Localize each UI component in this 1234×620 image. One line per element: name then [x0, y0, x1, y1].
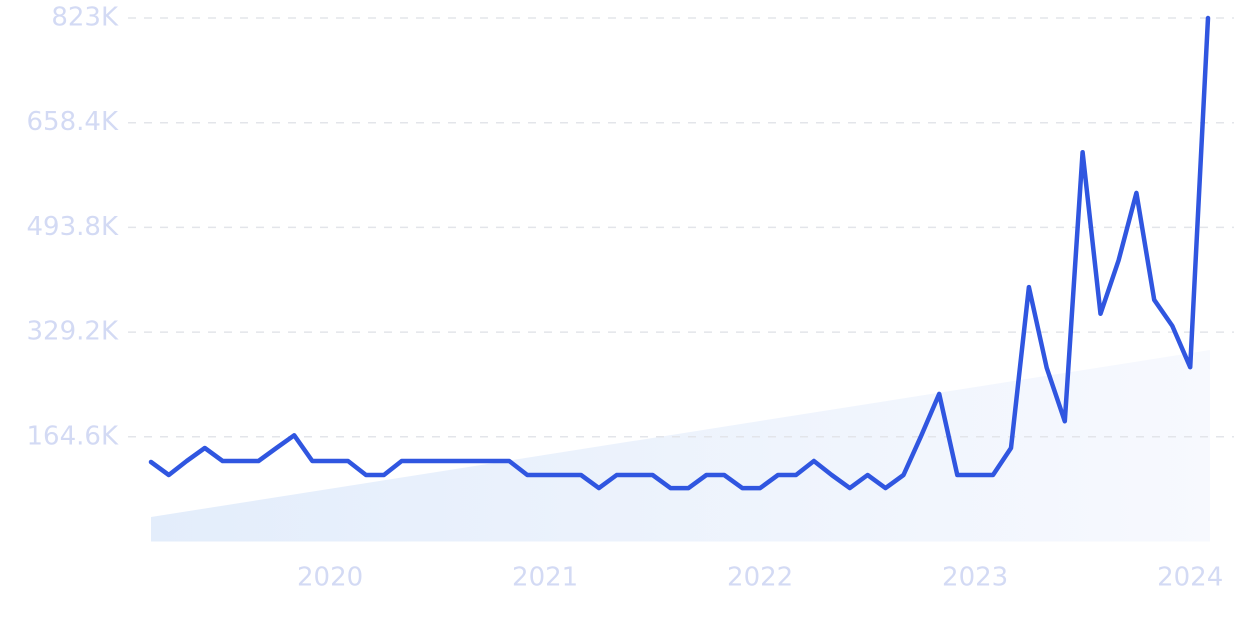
x-tick-label: 2024 [1157, 563, 1223, 593]
x-tick-label: 2022 [727, 563, 793, 593]
y-tick-label: 658.4K [27, 107, 119, 137]
trend-area [151, 350, 1210, 542]
y-tick-label: 329.2K [27, 317, 119, 347]
y-tick-label: 493.8K [27, 212, 119, 242]
x-tick-label: 2021 [512, 563, 578, 593]
x-tick-label: 2023 [942, 563, 1008, 593]
y-tick-label: 164.6K [27, 421, 119, 451]
line [148, 15, 1211, 491]
y-tick-label: 823K [51, 3, 119, 33]
x-tick-label: 2020 [297, 563, 363, 593]
